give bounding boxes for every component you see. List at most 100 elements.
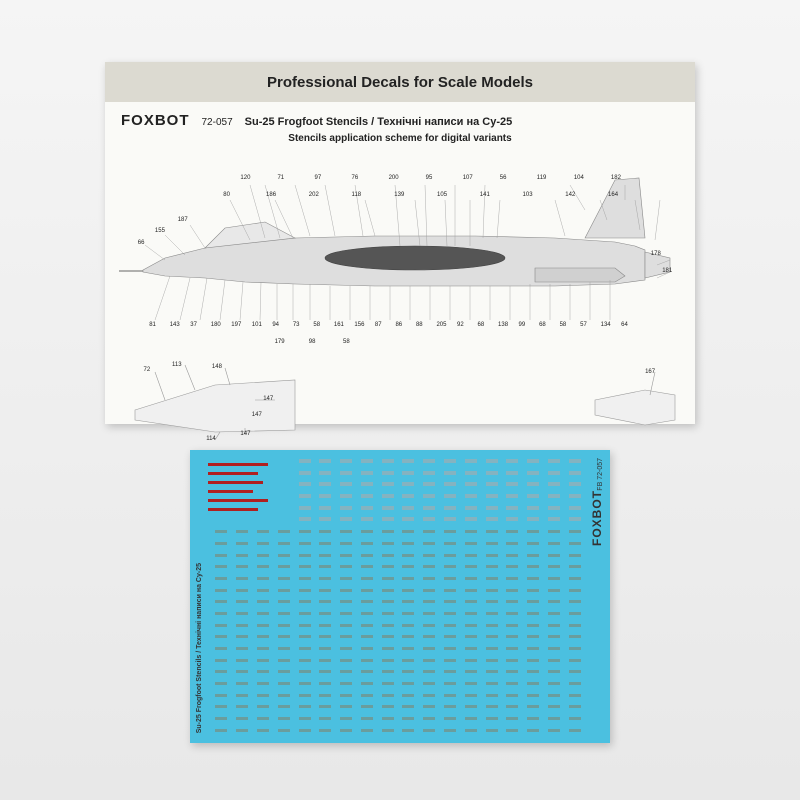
decal-cell [357, 564, 376, 570]
decal-cell [357, 506, 376, 512]
decal-cell [337, 588, 356, 594]
decal-cell [274, 658, 293, 664]
decal-cell [295, 728, 314, 734]
decal-cell [274, 681, 293, 687]
decal-cell [482, 611, 501, 617]
decal-cell [565, 693, 584, 699]
decal-cell [524, 728, 543, 734]
decal-cell [274, 669, 293, 675]
decal-cell [399, 704, 418, 710]
decal-cell [482, 576, 501, 582]
decal-cell [295, 634, 314, 640]
decal-cell [503, 529, 522, 535]
aircraft-partial-diagram: 72113148147147114147167 [115, 360, 685, 446]
decal-cell [441, 693, 460, 699]
decal-cell [254, 599, 273, 605]
decal-cell [316, 529, 335, 535]
decal-row [212, 516, 584, 524]
decal-cell [274, 716, 293, 722]
decal-cell [378, 517, 397, 523]
decal-cell [441, 716, 460, 722]
decal-cell [378, 541, 397, 547]
decal-cell [357, 517, 376, 523]
decal-cell [378, 529, 397, 535]
decal-cell [233, 611, 252, 617]
decal-cell [503, 693, 522, 699]
decal-row [212, 470, 584, 478]
decal-cell [461, 611, 480, 617]
decal-cell [212, 728, 231, 734]
decal-cell [399, 459, 418, 465]
decal-cell [461, 541, 480, 547]
decal-cell [212, 459, 231, 465]
decal-cell [545, 611, 564, 617]
decal-cell [378, 611, 397, 617]
decal-cell [357, 553, 376, 559]
decal-cell [482, 529, 501, 535]
callout-number: 103 [523, 192, 533, 198]
decal-cell [254, 517, 273, 523]
decal-cell [503, 716, 522, 722]
decal-cell [461, 529, 480, 535]
decal-cell [482, 494, 501, 500]
decal-cell [295, 494, 314, 500]
decal-cell [254, 541, 273, 547]
decal-cell [461, 669, 480, 675]
decal-cell [316, 541, 335, 547]
decal-cell [461, 623, 480, 629]
decal-cell [503, 517, 522, 523]
decal-cell [295, 482, 314, 488]
decal-cell [316, 482, 335, 488]
decal-cell [254, 646, 273, 652]
decal-cell [295, 658, 314, 664]
decal-cell [212, 611, 231, 617]
decal-cell [233, 482, 252, 488]
decal-cell [233, 541, 252, 547]
decal-cell [565, 611, 584, 617]
decal-cell [274, 482, 293, 488]
decal-cell [565, 541, 584, 547]
decal-cell [274, 646, 293, 652]
callout-number: 147 [240, 431, 250, 437]
callout-number: 147 [252, 412, 262, 418]
decal-cell [399, 728, 418, 734]
decal-cell [233, 704, 252, 710]
decal-row [212, 528, 584, 536]
decal-cell [482, 599, 501, 605]
decal-cell [503, 553, 522, 559]
decal-cell [233, 529, 252, 535]
decal-cell [212, 704, 231, 710]
decal-row [212, 610, 584, 618]
decal-cell [482, 623, 501, 629]
subtitle: Stencils application scheme for digital … [105, 131, 695, 150]
decal-row [212, 645, 584, 653]
decal-cell [524, 588, 543, 594]
decal-cell [337, 576, 356, 582]
decal-cell [399, 482, 418, 488]
aircraft-side-diagram: 1207197762009510756119104182 80186202118… [115, 150, 685, 360]
decal-cell [565, 704, 584, 710]
decal-cell [461, 471, 480, 477]
decal-cell [233, 646, 252, 652]
decal-cell [254, 611, 273, 617]
decal-cell [337, 599, 356, 605]
decal-cell [295, 553, 314, 559]
callout-number: 57 [580, 322, 587, 328]
decal-cell [420, 588, 439, 594]
decal-cell [461, 693, 480, 699]
decal-cell [212, 506, 231, 512]
decal-cell [316, 658, 335, 664]
decal-cell [524, 623, 543, 629]
decal-cell [503, 541, 522, 547]
decal-cell [565, 576, 584, 582]
decal-cell [357, 494, 376, 500]
decal-cell [295, 681, 314, 687]
decal-cell [461, 681, 480, 687]
decal-row [212, 540, 584, 548]
decal-sheet: FOXBOT FB 72-057 Su-25 Frogfoot Stencils… [190, 450, 610, 743]
decal-cell [503, 576, 522, 582]
decal-cell [233, 553, 252, 559]
decal-cell [233, 599, 252, 605]
decal-cell [316, 611, 335, 617]
decal-cell [316, 564, 335, 570]
